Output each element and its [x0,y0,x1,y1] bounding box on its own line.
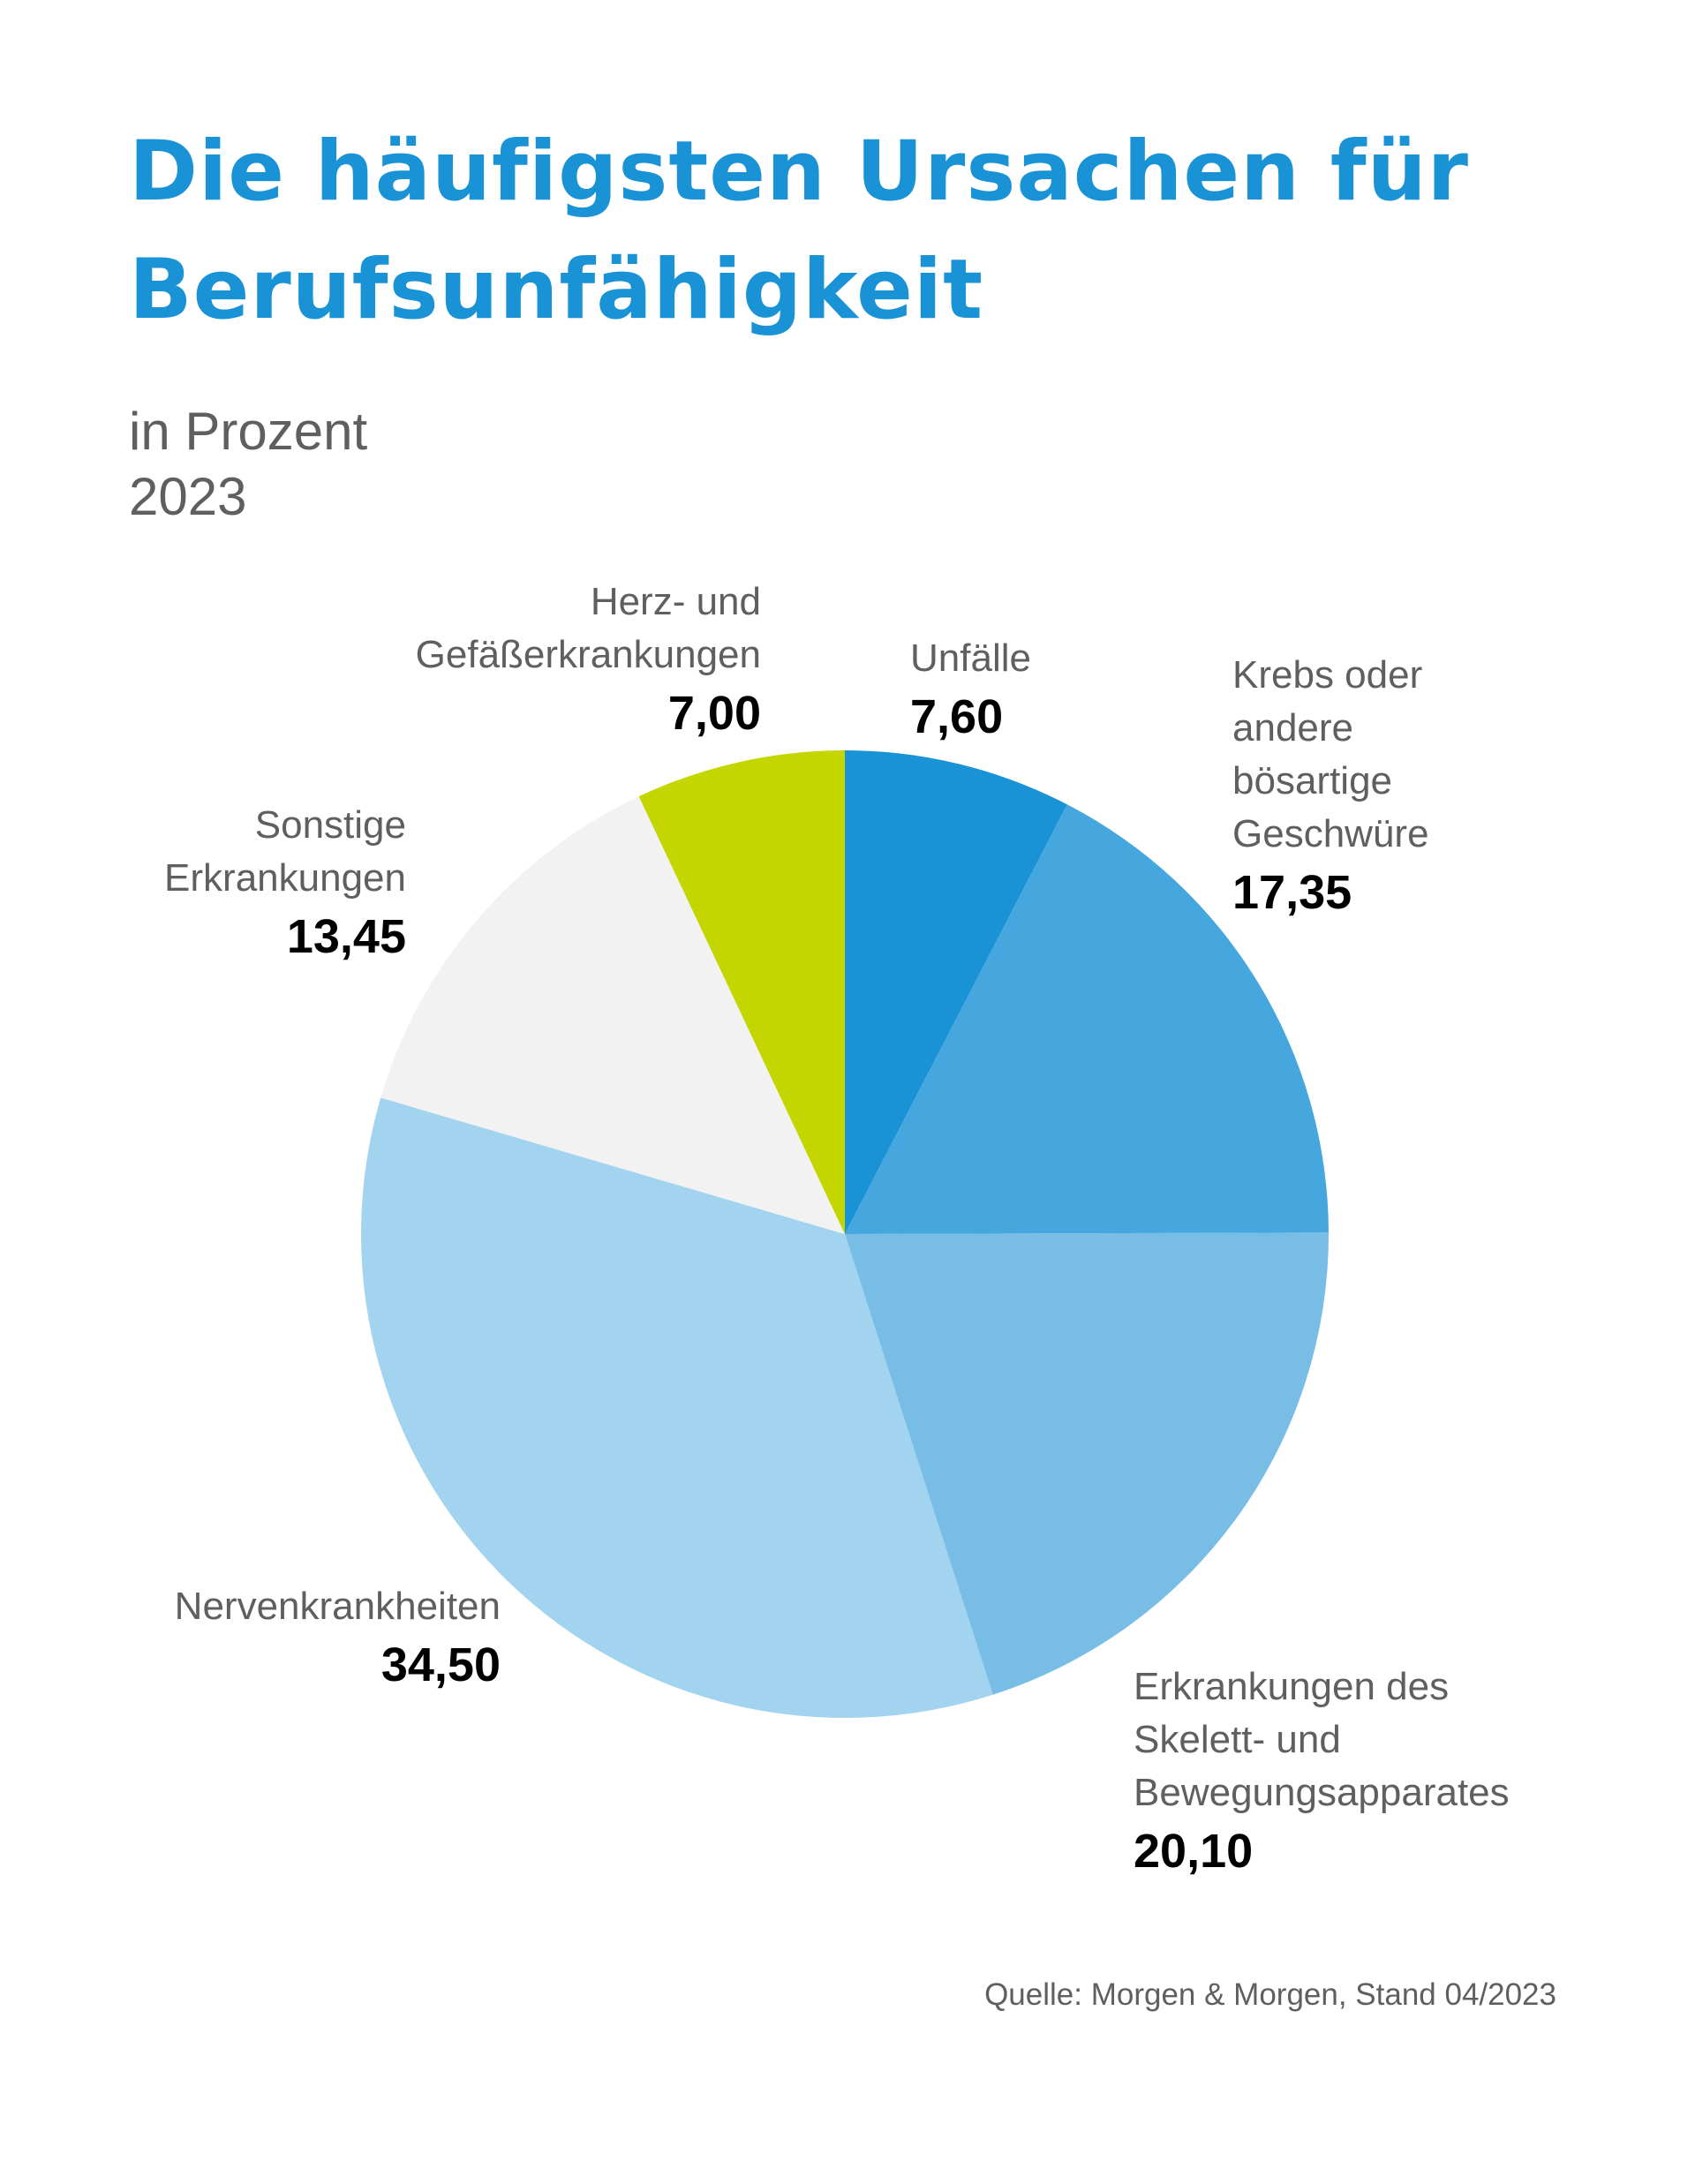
chart-subtitle: in Prozent 2023 [129,402,368,526]
category-label: Krebs oder andere bösartige Geschwüre [1232,653,1429,855]
category-label: Herz- und Gefäßerkrankungen [415,580,761,676]
slice-label: Nervenkrankheiten 34,50 [175,1580,501,1697]
value-label: 20,10 [1134,1825,1254,1878]
value-label: 34,50 [380,1638,501,1691]
pie-slice [845,1232,1330,1695]
category-label: Erkrankungen des Skelett- und Bewegungsa… [1134,1665,1510,1814]
slice-label: Unfälle 7,60 [910,632,1031,749]
pie-slice [845,804,1329,1234]
slice-label: Krebs oder andere bösartige Geschwüre 17,… [1232,649,1429,924]
pie-slice [380,796,846,1234]
value-label: 7,60 [910,690,1004,743]
chart-title: Die häufigsten Ursachen für Berufsunfähi… [129,124,1469,338]
category-label: Nervenkrankheiten [174,1585,501,1628]
value-label: 7,00 [667,687,761,740]
pie-slice [845,750,1067,1234]
pie-slice [638,750,845,1234]
slice-label: Herz- und Gefäßerkrankungen 7,00 [416,576,761,745]
value-label: 17,35 [1232,866,1352,919]
value-label: 13,45 [286,910,406,963]
source-note: Quelle: Morgen & Morgen, Stand 04/2023 [984,1977,1556,2012]
slice-label: Sonstige Erkrankungen 13,45 [164,799,406,968]
category-label: Unfälle [910,636,1031,680]
pie-slice [361,1097,993,1718]
slice-label: Erkrankungen des Skelett- und Bewegungsa… [1134,1661,1510,1883]
category-label: Sonstige Erkrankungen [164,803,406,900]
